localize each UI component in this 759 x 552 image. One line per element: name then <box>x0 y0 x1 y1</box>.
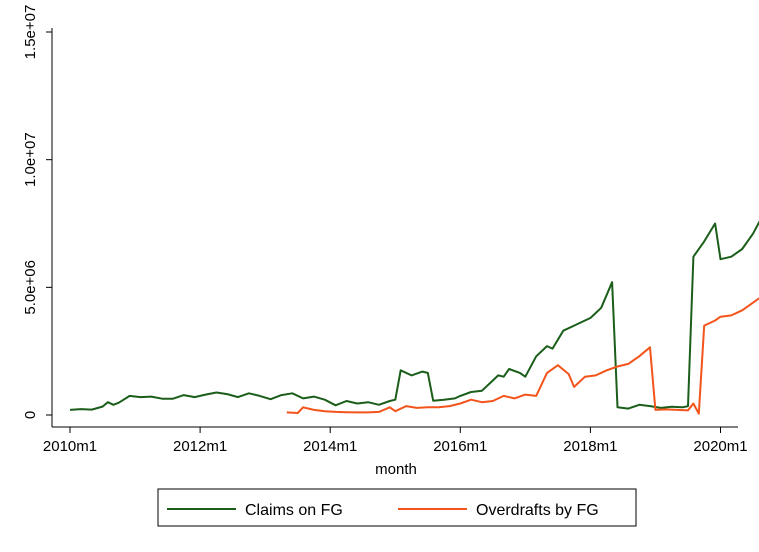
series-line-claims-on-fg <box>69 220 759 411</box>
y-tick-label: 1.5e+07 <box>22 5 39 60</box>
x-tick-label: 2016m1 <box>433 438 487 455</box>
x-tick-label: 2012m1 <box>173 438 227 455</box>
x-tick-label: 2014m1 <box>303 438 357 455</box>
x-tick-label: 2018m1 <box>563 438 617 455</box>
axes <box>51 28 738 428</box>
x-tick-label: 2020m1 <box>693 438 747 455</box>
series-lines <box>69 220 759 415</box>
x-ticks: 2010m1 2012m1 2014m1 2016m1 2018m1 2020m1 <box>43 427 748 455</box>
y-tick-label: 5.0e+06 <box>22 260 39 315</box>
legend-box <box>157 488 637 527</box>
x-tick-label: 2010m1 <box>43 438 97 455</box>
legend-label-overdrafts-by-fg: Overdrafts by FG <box>476 502 599 519</box>
x-axis-title: month <box>375 461 417 478</box>
legend-label-claims-on-fg: Claims on FG <box>245 502 343 519</box>
y-ticks: 0 5.0e+06 1.0e+07 1.5e+07 <box>22 5 52 419</box>
series-line-overdrafts-by-fg <box>286 297 759 415</box>
y-tick-label: 1.0e+07 <box>22 132 39 187</box>
legend: Claims on FG Overdrafts by FG <box>157 488 637 527</box>
y-tick-label: 0 <box>22 411 39 419</box>
